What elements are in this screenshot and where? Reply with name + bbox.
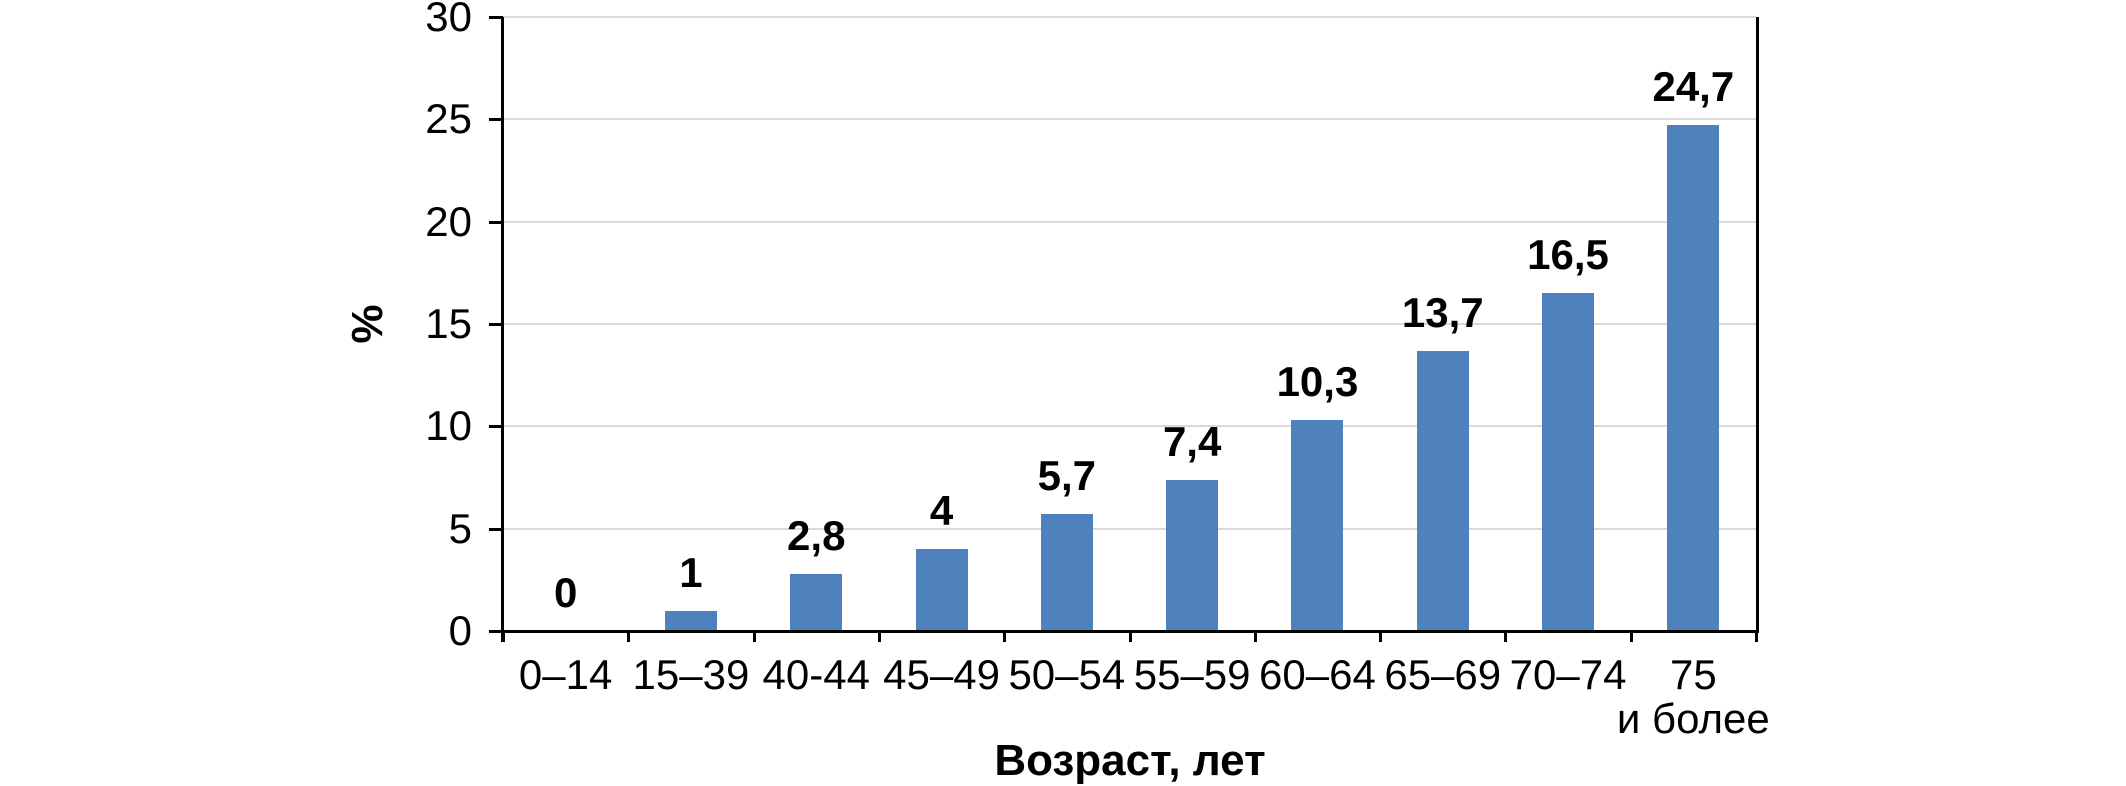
bar — [1166, 479, 1219, 631]
y-tick-mark — [489, 323, 503, 326]
y-tick-mark — [489, 527, 503, 531]
x-category-label: и более — [1616, 695, 1770, 742]
bar-value-label: 13,7 — [1401, 288, 1484, 336]
bar — [1291, 420, 1344, 631]
y-tick-label: 20 — [425, 197, 472, 245]
bar-value-label: 1 — [679, 548, 703, 596]
x-tick-mark — [1504, 631, 1508, 642]
x-axis-line — [489, 630, 1759, 633]
x-tick-mark — [1128, 631, 1132, 642]
x-tick-mark — [1629, 631, 1633, 642]
x-axis-title: Возраст, лет — [994, 736, 1266, 785]
bar-value-label: 5,7 — [1037, 452, 1097, 500]
y-tick-label: 10 — [425, 402, 472, 450]
y-tick-mark — [489, 220, 503, 224]
gridline — [503, 527, 1756, 530]
x-category-label: 40-44 — [762, 651, 870, 698]
x-category-label: 50–54 — [1008, 651, 1126, 698]
x-category-label: 60–64 — [1259, 651, 1376, 698]
plot-right-border — [1756, 17, 1759, 631]
y-tick-mark — [489, 118, 503, 122]
gridline — [503, 118, 1756, 121]
bar — [1416, 350, 1469, 631]
bar — [915, 549, 968, 631]
bar-value-label: 7,4 — [1162, 417, 1222, 465]
x-tick-mark — [502, 631, 505, 642]
x-tick-mark — [1379, 631, 1383, 642]
y-tick-mark — [489, 425, 503, 429]
x-category-label: 0–14 — [518, 651, 613, 698]
x-tick-mark — [752, 631, 756, 642]
bar — [1667, 125, 1720, 631]
x-category-label: 45–49 — [883, 651, 1000, 698]
bar — [1542, 293, 1595, 631]
x-tick-mark — [1755, 631, 1758, 642]
y-tick-label: 15 — [425, 300, 472, 347]
x-category-label: 55–59 — [1133, 651, 1251, 698]
x-tick-mark — [1253, 631, 1257, 642]
x-category-label: 65–69 — [1384, 651, 1502, 698]
bar-value-label: 2,8 — [787, 511, 846, 559]
x-tick-mark — [1003, 631, 1007, 642]
x-category-label: 75 — [1669, 651, 1717, 698]
gridline — [503, 425, 1756, 428]
x-category-label: 70–74 — [1509, 651, 1627, 698]
gridline — [503, 323, 1756, 325]
x-tick-mark — [627, 631, 631, 642]
y-tick-label: 5 — [448, 504, 472, 552]
bar — [790, 573, 843, 631]
bar-value-label: 10,3 — [1276, 358, 1359, 406]
gridline — [503, 220, 1756, 223]
bar-value-label: 0 — [553, 569, 578, 616]
bar — [1040, 514, 1093, 631]
bar-value-label: 16,5 — [1527, 231, 1609, 279]
gridline — [503, 16, 1756, 18]
x-category-label: 15–39 — [632, 651, 750, 698]
bar — [664, 610, 717, 631]
bar-value-label: 4 — [929, 487, 954, 535]
y-tick-label: 25 — [425, 95, 472, 143]
bar-value-label: 24,7 — [1652, 63, 1735, 111]
y-axis-line — [501, 17, 504, 642]
y-tick-mark — [489, 16, 503, 19]
x-tick-mark — [877, 631, 881, 642]
y-tick-label: 30 — [425, 0, 472, 40]
y-tick-label: 0 — [448, 607, 472, 654]
